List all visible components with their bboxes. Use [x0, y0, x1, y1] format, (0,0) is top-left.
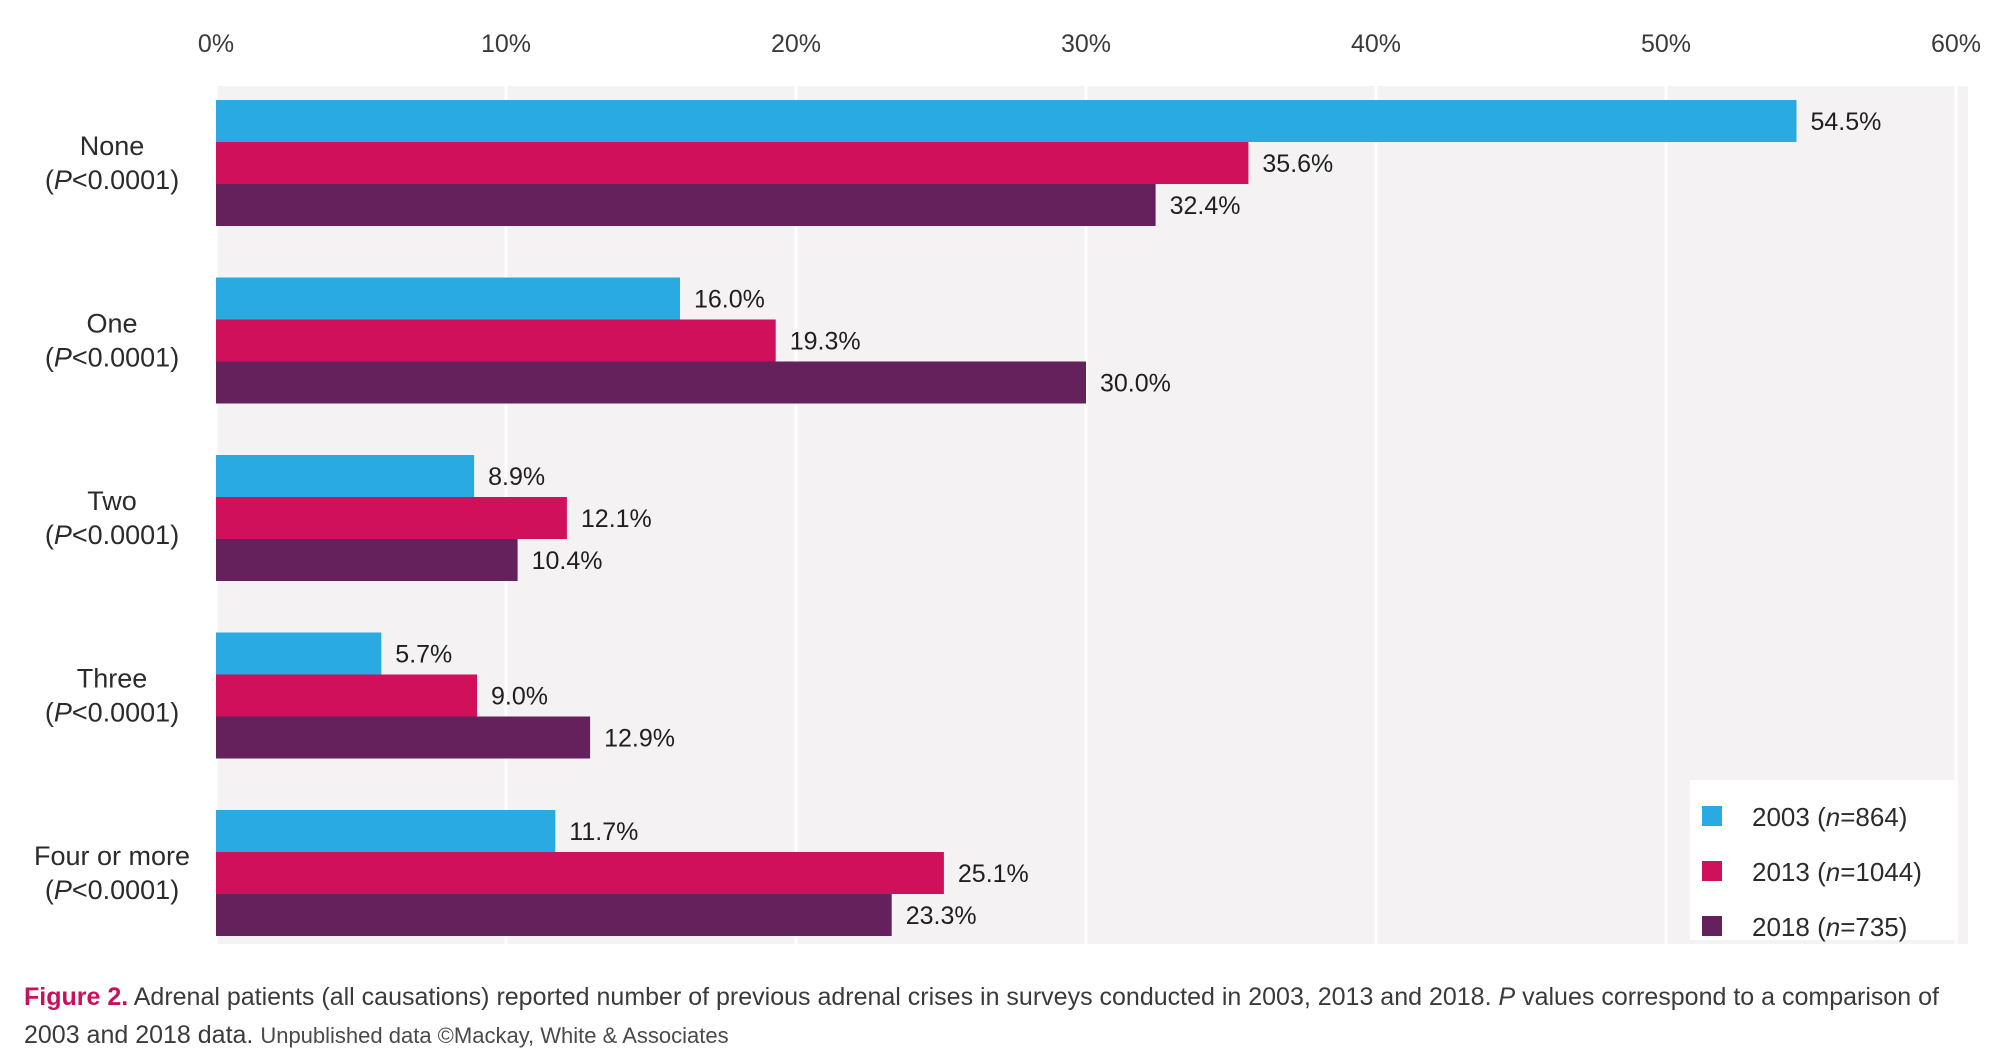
x-tick-label: 30%: [1061, 30, 1111, 58]
figure-caption: Figure 2. Adrenal patients (all causatio…: [24, 978, 1984, 1055]
bar-value-label: 19.3%: [790, 328, 861, 356]
category-label: Four or more: [34, 841, 190, 871]
caption-text: Adrenal patients (all causations) report…: [128, 983, 1499, 1011]
bar: [216, 277, 680, 320]
legend-swatch: [1702, 806, 1722, 826]
bar-value-label: 23.3%: [906, 902, 977, 930]
bar-value-label: 5.7%: [395, 641, 452, 669]
bar: [216, 142, 1249, 184]
bar: [216, 497, 567, 539]
x-tick-label: 60%: [1931, 30, 1981, 58]
category-p-value: (P<0.0001): [45, 165, 179, 195]
bar-value-label: 16.0%: [694, 286, 765, 314]
legend-label: 2003 (n=864): [1752, 802, 1907, 832]
bar-value-label: 12.1%: [581, 505, 652, 533]
bar-value-label: 35.6%: [1262, 150, 1333, 178]
bar: [216, 319, 776, 362]
legend-label: 2013 (n=1044): [1752, 857, 1922, 887]
bar: [216, 632, 382, 675]
bar-value-label: 32.4%: [1170, 192, 1241, 220]
caption-p-italic: P: [1498, 983, 1516, 1011]
bar: [216, 455, 475, 497]
caption-source: Unpublished data ©Mackay, White & Associ…: [260, 1023, 729, 1048]
category-label: Two: [87, 486, 137, 516]
bar: [216, 539, 518, 581]
category-label: One: [86, 309, 137, 339]
x-tick-label: 10%: [481, 30, 531, 58]
legend-box: [1690, 780, 1958, 940]
bar-chart-svg: 0% 10% 20% 30% 40% 50% 60% None (P<0.0001) 54.5% 3…: [34, 30, 1981, 944]
bar: [216, 100, 1797, 142]
category-label: Three: [77, 664, 148, 694]
bar: [216, 361, 1086, 404]
bar: [216, 894, 892, 936]
bar-value-label: 11.7%: [569, 818, 638, 846]
x-tick-label: 40%: [1351, 30, 1401, 58]
legend-swatch: [1702, 916, 1722, 936]
x-tick-label: 0%: [198, 30, 234, 58]
bar: [216, 716, 591, 759]
bar-value-label: 12.9%: [604, 725, 675, 753]
bar: [216, 674, 477, 717]
bar: [216, 810, 556, 852]
figure-label: Figure 2.: [24, 983, 129, 1011]
legend-label: 2018 (n=735): [1752, 912, 1907, 942]
category-p-value: (P<0.0001): [45, 520, 179, 550]
bar: [216, 184, 1156, 226]
bar-value-label: 25.1%: [958, 860, 1029, 888]
chart: 0% 10% 20% 30% 40% 50% 60% None (P<0.0001) 54.5% 3…: [34, 30, 1981, 944]
bar-value-label: 8.9%: [488, 463, 545, 491]
bar-value-label: 10.4%: [532, 547, 603, 575]
caption-text-2: values correspond to a comparison of 200…: [24, 983, 1939, 1049]
bar-value-label: 9.0%: [491, 683, 548, 711]
x-tick-label: 50%: [1641, 30, 1691, 58]
category-p-value: (P<0.0001): [45, 875, 179, 905]
bar-value-label: 30.0%: [1100, 370, 1171, 398]
category-label: None: [80, 131, 145, 161]
x-tick-label: 20%: [771, 30, 821, 58]
bar: [216, 852, 944, 894]
legend-swatch: [1702, 861, 1722, 881]
category-p-value: (P<0.0001): [45, 698, 179, 728]
bar-value-label: 54.5%: [1811, 108, 1882, 136]
category-p-value: (P<0.0001): [45, 343, 179, 373]
